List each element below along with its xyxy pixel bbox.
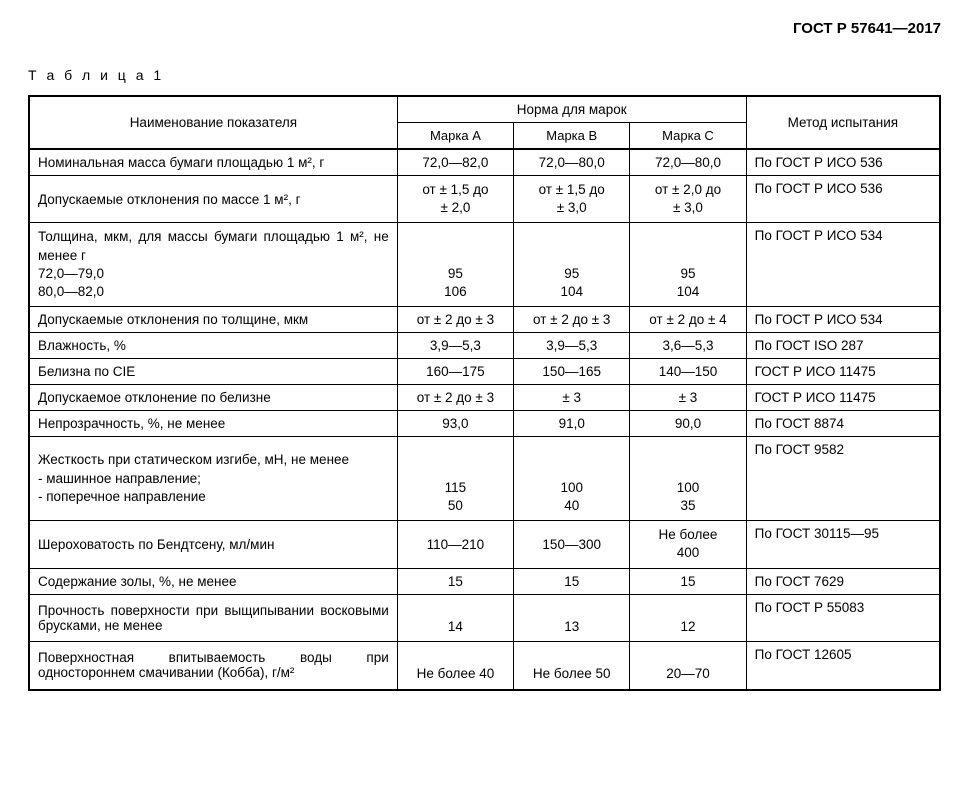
cell-mark-b: 72,0—80,0 (514, 149, 630, 176)
cell-mark-b: от ± 1,5 до ± 3,0 (514, 176, 630, 223)
cell-name: Жесткость при статическом изгибе, мН, не… (29, 437, 397, 521)
cell-mark-a: 115 50 (397, 437, 513, 521)
cell-name: Допускаемые отклонения по массе 1 м², г (29, 176, 397, 223)
cell-mark-a: 160—175 (397, 359, 513, 385)
cell-mark-a: Не более 40 (397, 642, 513, 690)
cell-method: По ГОСТ 30115—95 (746, 521, 940, 568)
cell-method: По ГОСТ Р ИСО 534 (746, 223, 940, 307)
cell-method: По ГОСТ Р ИСО 534 (746, 307, 940, 333)
cell-mark-b: 13 (514, 594, 630, 641)
cell-name: Непрозрачность, %, не менее (29, 411, 397, 437)
table-row: Белизна по CIE160—175150—165140—150ГОСТ … (29, 359, 940, 385)
header-mark-a: Марка А (397, 123, 513, 150)
cell-method: ГОСТ Р ИСО 11475 (746, 359, 940, 385)
cell-name: Допускаемые отклонения по толщине, мкм (29, 307, 397, 333)
cell-name: Шероховатость по Бендтсену, мл/мин (29, 521, 397, 568)
standards-table: Наименование показателя Норма для марок … (28, 95, 941, 691)
cell-method: По ГОСТ Р 55083 (746, 594, 940, 641)
header-mark-c: Марка С (630, 123, 746, 150)
table-row: Допускаемые отклонения по толщине, мкмот… (29, 307, 940, 333)
cell-mark-a: от ± 2 до ± 3 (397, 307, 513, 333)
cell-mark-c: 20—70 (630, 642, 746, 690)
cell-mark-a: 110—210 (397, 521, 513, 568)
cell-name: Допускаемое отклонение по белизне (29, 385, 397, 411)
cell-method: По ГОСТ 8874 (746, 411, 940, 437)
cell-name: Прочность поверхности при выщипывании во… (29, 594, 397, 641)
table-row: Жесткость при статическом изгибе, мН, не… (29, 437, 940, 521)
cell-method: По ГОСТ Р ИСО 536 (746, 176, 940, 223)
document-number: ГОСТ Р 57641—2017 (28, 20, 941, 37)
cell-mark-b: 150—300 (514, 521, 630, 568)
cell-mark-c: от ± 2 до ± 4 (630, 307, 746, 333)
table-row: Толщина, мкм, для массы бумаги площадью … (29, 223, 940, 307)
table-row: Поверхностная впитываемость воды при одн… (29, 642, 940, 690)
cell-mark-c: 15 (630, 568, 746, 594)
cell-name: Влажность, % (29, 333, 397, 359)
table-row: Непрозрачность, %, не менее93,091,090,0П… (29, 411, 940, 437)
cell-name: Содержание золы, %, не менее (29, 568, 397, 594)
cell-mark-c: ± 3 (630, 385, 746, 411)
cell-method: По ГОСТ Р ИСО 536 (746, 149, 940, 176)
cell-mark-b: 150—165 (514, 359, 630, 385)
header-norm: Норма для марок (397, 96, 746, 123)
cell-mark-c: Не более 400 (630, 521, 746, 568)
cell-mark-c: 3,6—5,3 (630, 333, 746, 359)
table-header-row-1: Наименование показателя Норма для марок … (29, 96, 940, 123)
table-row: Допускаемые отклонения по массе 1 м², го… (29, 176, 940, 223)
cell-method: По ГОСТ 7629 (746, 568, 940, 594)
cell-method: По ГОСТ ISO 287 (746, 333, 940, 359)
cell-mark-a: 3,9—5,3 (397, 333, 513, 359)
header-name: Наименование показателя (29, 96, 397, 149)
cell-mark-b: ± 3 (514, 385, 630, 411)
cell-method: По ГОСТ 9582 (746, 437, 940, 521)
cell-mark-c: 95 104 (630, 223, 746, 307)
cell-mark-b: 91,0 (514, 411, 630, 437)
cell-method: ГОСТ Р ИСО 11475 (746, 385, 940, 411)
cell-mark-c: 140—150 (630, 359, 746, 385)
cell-mark-a: 72,0—82,0 (397, 149, 513, 176)
cell-mark-c: от ± 2,0 до ± 3,0 (630, 176, 746, 223)
cell-mark-b: от ± 2 до ± 3 (514, 307, 630, 333)
cell-mark-b: 3,9—5,3 (514, 333, 630, 359)
cell-mark-a: 95 106 (397, 223, 513, 307)
cell-mark-b: 100 40 (514, 437, 630, 521)
cell-name: Толщина, мкм, для массы бумаги площадью … (29, 223, 397, 307)
table-row: Прочность поверхности при выщипывании во… (29, 594, 940, 641)
cell-mark-b: 95 104 (514, 223, 630, 307)
cell-method: По ГОСТ 12605 (746, 642, 940, 690)
table-row: Шероховатость по Бендтсену, мл/мин110—21… (29, 521, 940, 568)
cell-mark-c: 100 35 (630, 437, 746, 521)
cell-name: Номинальная масса бумаги площадью 1 м², … (29, 149, 397, 176)
cell-mark-c: 90,0 (630, 411, 746, 437)
cell-mark-a: 93,0 (397, 411, 513, 437)
table-row: Содержание золы, %, не менее151515По ГОС… (29, 568, 940, 594)
cell-mark-a: 15 (397, 568, 513, 594)
cell-mark-b: Не более 50 (514, 642, 630, 690)
cell-mark-a: от ± 2 до ± 3 (397, 385, 513, 411)
cell-name: Белизна по CIE (29, 359, 397, 385)
cell-mark-c: 12 (630, 594, 746, 641)
cell-mark-a: 14 (397, 594, 513, 641)
cell-mark-c: 72,0—80,0 (630, 149, 746, 176)
header-method: Метод испытания (746, 96, 940, 149)
table-row: Влажность, %3,9—5,33,9—5,33,6—5,3По ГОСТ… (29, 333, 940, 359)
table-title: Т а б л и ц а 1 (28, 67, 941, 83)
cell-mark-a: от ± 1,5 до ± 2,0 (397, 176, 513, 223)
cell-name: Поверхностная впитываемость воды при одн… (29, 642, 397, 690)
table-row: Допускаемое отклонение по белизнеот ± 2 … (29, 385, 940, 411)
cell-mark-b: 15 (514, 568, 630, 594)
header-mark-b: Марка В (514, 123, 630, 150)
table-row: Номинальная масса бумаги площадью 1 м², … (29, 149, 940, 176)
